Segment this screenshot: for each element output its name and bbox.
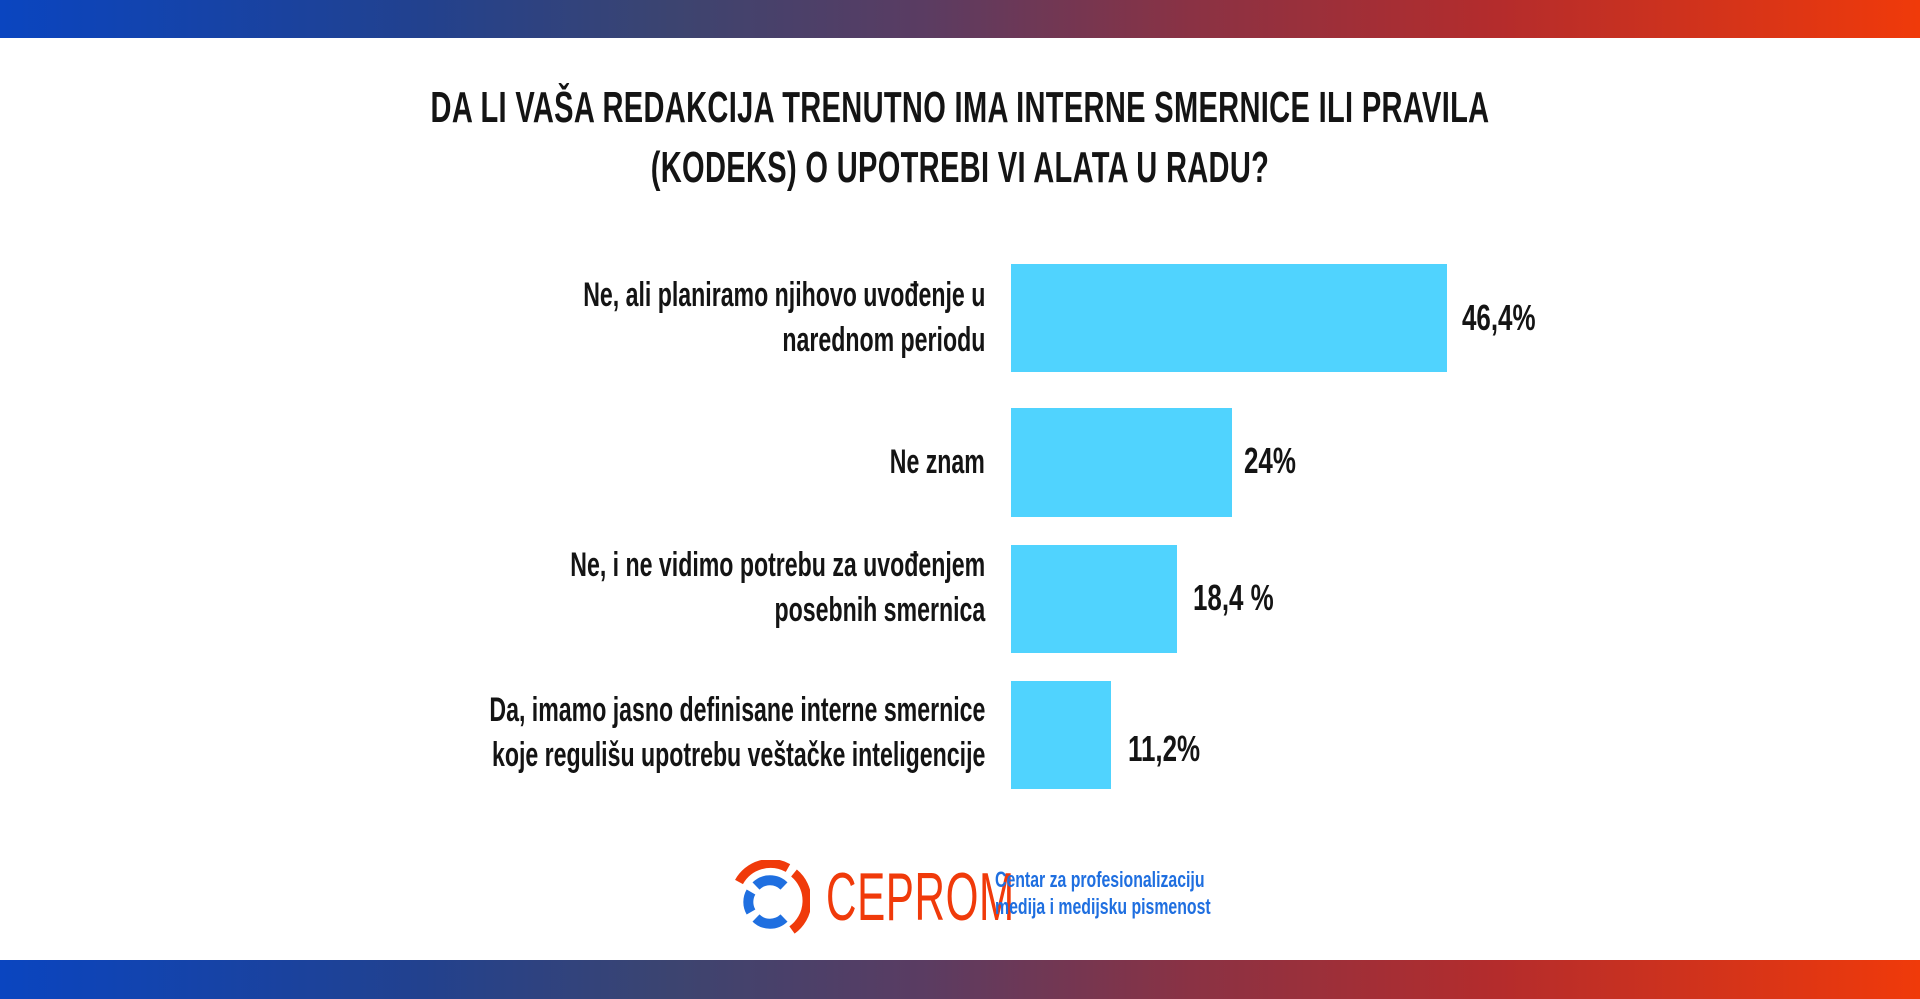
cepro-ring-logo-icon	[735, 860, 810, 934]
logo-tagline-line: medija i medijsku pismenost	[995, 894, 1211, 919]
value-label-plan-introduction: 46,4%	[1462, 297, 1536, 338]
bar-label-line: posebnih smernica	[774, 591, 985, 629]
bar-no-need	[1011, 545, 1177, 653]
value-label-have-guidelines: 11,2%	[1128, 728, 1201, 769]
chart-title: DA LI VAŠA REDAKCIJA TRENUTNO IMA INTERN…	[0, 78, 1920, 198]
value-label-dont-know: 24%	[1244, 440, 1296, 481]
logo-tagline: Centar za profesionalizaciju medija i me…	[995, 866, 1295, 920]
bar-label-dont-know: Ne znam	[845, 440, 985, 485]
chart-title-line-2: (KODEKS) O UPOTREBI VI ALATA U RADU?	[650, 143, 1270, 192]
bar-label-no-need: Ne, i ne vidimo potrebu za uvođenjem pos…	[375, 543, 985, 633]
value-label-no-need: 18,4 %	[1193, 577, 1274, 618]
bottom-gradient-band	[0, 960, 1920, 999]
top-gradient-band	[0, 0, 1920, 38]
logo-tagline-line: Centar za profesionalizaciju	[995, 867, 1205, 892]
bar-label-plan-introduction: Ne, ali planiramo njihovo uvođenje u nar…	[394, 273, 985, 363]
bar-label-line: koje regulišu upotrebu veštačke intelige…	[491, 736, 985, 774]
bar-have-guidelines	[1011, 681, 1111, 789]
bar-label-have-guidelines: Da, imamo jasno definisane interne smern…	[256, 688, 985, 778]
bar-dont-know	[1011, 408, 1232, 517]
bar-label-line: Ne, ali planiramo njihovo uvođenje u	[582, 276, 985, 314]
chart-title-line-1: DA LI VAŠA REDAKCIJA TRENUTNO IMA INTERN…	[430, 83, 1490, 132]
bar-label-line: Ne, i ne vidimo potrebu za uvođenjem	[570, 546, 985, 584]
bar-label-line: Ne znam	[889, 443, 985, 481]
bar-label-line: narednom periodu	[782, 321, 985, 359]
bar-plan-introduction	[1011, 264, 1447, 372]
bar-label-line: Da, imamo jasno definisane interne smern…	[489, 691, 985, 729]
logo-name: CEPROM	[826, 859, 1015, 935]
